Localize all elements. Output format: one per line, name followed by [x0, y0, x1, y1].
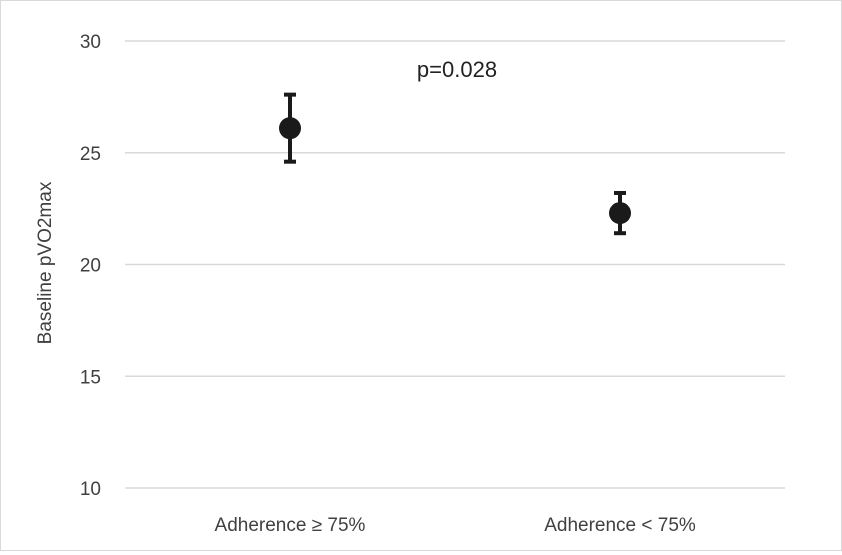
y-tick-label-20: 20 — [80, 256, 101, 277]
data-point-1 — [609, 202, 631, 225]
category-labels: Adherence ≥ 75% Adherence < 75% — [215, 515, 696, 536]
data-marks — [279, 92, 631, 236]
y-tick-labels: 10 15 20 25 30 — [80, 32, 101, 500]
category-label-1: Adherence < 75% — [544, 515, 696, 536]
y-tick-label-30: 30 — [80, 32, 101, 53]
y-tick-label-15: 15 — [80, 367, 101, 388]
category-label-0: Adherence ≥ 75% — [215, 515, 366, 536]
y-tick-label-25: 25 — [80, 144, 101, 165]
point-group-0 — [279, 92, 301, 164]
data-point-0 — [279, 117, 301, 140]
p-value-annotation: p=0.028 — [417, 57, 497, 82]
y-tick-label-10: 10 — [80, 479, 101, 500]
y-axis-label: Baseline pVO2max — [35, 181, 56, 344]
gridlines — [125, 40, 785, 489]
point-group-1 — [609, 190, 631, 236]
